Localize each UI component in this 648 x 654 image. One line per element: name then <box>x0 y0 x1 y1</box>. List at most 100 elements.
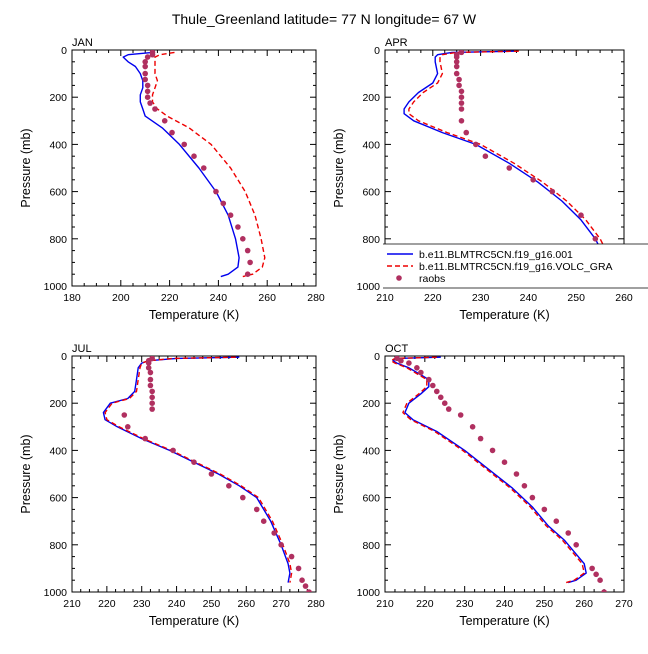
panel-title-jan: JAN <box>72 37 93 49</box>
raobs-point <box>597 577 603 583</box>
plot-frame-jul <box>71 355 317 593</box>
y-tick-label: 600 <box>362 493 380 505</box>
y-tick-label: 400 <box>49 445 67 457</box>
panel-apr: APR 210 220 230 240 250 260 0 200 400 600 800 1000 Te… <box>332 37 633 322</box>
y-axis-label: Pressure (mb) <box>19 434 33 513</box>
x-tick-label: 270 <box>615 598 633 610</box>
x-tick-label: 210 <box>376 598 394 610</box>
raobs-point <box>240 494 246 501</box>
raobs-point <box>191 459 197 466</box>
raobs-point <box>145 360 152 366</box>
raobs-point <box>149 400 155 407</box>
raobs-point <box>521 483 528 489</box>
raobs-point <box>457 412 464 418</box>
raobs-point <box>541 506 548 513</box>
raobs-point <box>589 565 595 572</box>
legend-entry-label: b.e11.BLMTRC5CN.f19_g16.001 <box>419 249 573 261</box>
raobs-point <box>142 76 148 83</box>
x-tick-label: 260 <box>615 292 633 304</box>
raobs-point <box>456 76 462 83</box>
y-tick-label: 200 <box>49 398 67 410</box>
series-line-control <box>122 51 240 278</box>
y-tick-label: 400 <box>362 445 380 457</box>
raobs-point <box>458 100 465 106</box>
y-tick-label: 0 <box>61 351 67 363</box>
panel-oct: OCT 210 220 230 240 250 260 270 0 200 400 600 800 100… <box>332 343 633 628</box>
y-tick-label: 0 <box>374 45 380 57</box>
raobs-point <box>489 447 496 454</box>
raobs-point <box>149 388 155 395</box>
raobs-point <box>458 50 465 56</box>
raobs-point <box>200 165 207 171</box>
raobs-point <box>288 553 295 560</box>
raobs-point <box>592 236 599 242</box>
raobs-point <box>208 471 215 477</box>
raobs-point <box>458 118 465 124</box>
raobs-point <box>553 518 560 524</box>
raobs-point <box>458 106 465 112</box>
x-axis-label: Temperature (K) <box>149 308 239 322</box>
x-tick-label: 180 <box>63 292 81 304</box>
raobs-point <box>144 54 151 60</box>
raobs-point <box>170 447 176 454</box>
y-tick-label: 800 <box>49 234 67 246</box>
y-tick-label: 800 <box>362 540 380 552</box>
data-layer-apr <box>403 50 613 286</box>
raobs-point <box>456 82 462 89</box>
raobs-point <box>145 365 152 371</box>
raobs-point <box>161 118 168 124</box>
raobs-point <box>573 542 579 548</box>
raobs-point <box>530 177 536 183</box>
raobs-point <box>565 530 572 536</box>
y-tick-label: 200 <box>362 398 380 410</box>
raobs-point <box>295 565 302 572</box>
raobs-point <box>433 388 440 395</box>
series-line-volc <box>104 356 293 583</box>
x-tick-label: 280 <box>307 598 325 610</box>
x-tick-label: 260 <box>575 598 593 610</box>
panel-title-oct: OCT <box>385 343 409 355</box>
raobs-point <box>426 376 432 383</box>
raobs-point <box>578 212 584 218</box>
y-tick-label: 1000 <box>357 587 381 599</box>
panel-title-apr: APR <box>385 37 408 49</box>
raobs-point <box>220 200 227 207</box>
raobs-point <box>501 459 508 466</box>
raobs-point <box>226 483 232 489</box>
raobs-point <box>235 224 241 230</box>
x-tick-label: 220 <box>424 292 442 304</box>
raobs-point <box>121 412 128 418</box>
raobs-point <box>169 129 175 136</box>
plot-frame-oct <box>384 355 625 593</box>
raobs-point <box>398 357 404 364</box>
y-tick-label: 1000 <box>357 281 381 293</box>
x-tick-label: 280 <box>307 292 325 304</box>
raobs-point <box>227 212 234 218</box>
raobs-point <box>601 589 607 592</box>
series-line-volc <box>408 50 613 277</box>
x-tick-label: 250 <box>536 598 554 610</box>
data-layer-jan <box>122 50 266 278</box>
x-tick-label: 230 <box>456 598 474 610</box>
data-layer-oct <box>390 356 607 592</box>
x-tick-label: 230 <box>472 292 490 304</box>
raobs-point <box>244 247 251 254</box>
y-axis-label: Pressure (mb) <box>19 128 33 207</box>
raobs-point <box>191 153 197 159</box>
legend-marker-raobs <box>396 275 402 281</box>
x-tick-label: 230 <box>133 598 151 610</box>
raobs-point <box>469 424 476 430</box>
y-axis-label: Pressure (mb) <box>332 128 346 207</box>
y-tick-label: 1000 <box>44 281 68 293</box>
raobs-point <box>406 360 412 366</box>
raobs-point <box>418 369 424 376</box>
raobs-point <box>213 188 219 195</box>
raobs-point <box>593 571 599 578</box>
raobs-point <box>147 382 154 389</box>
raobs-point <box>473 141 479 148</box>
series-line-control <box>102 356 291 583</box>
legend: b.e11.BLMTRC5CN.f19_g16.001b.e11.BLMTRC5… <box>383 243 648 289</box>
y-tick-label: 200 <box>362 92 380 104</box>
raobs-point <box>453 54 460 60</box>
